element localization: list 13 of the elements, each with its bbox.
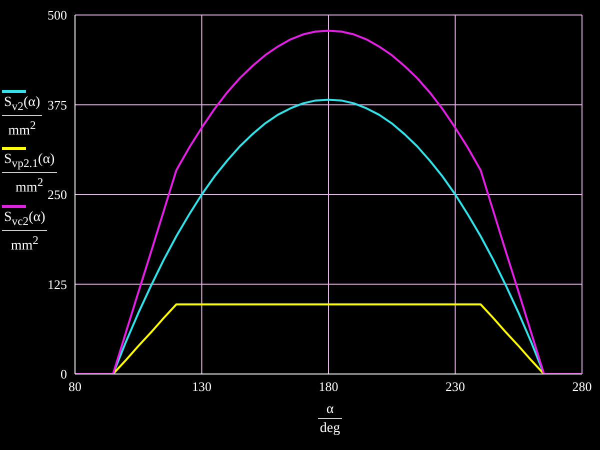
x-tick-label: 180	[318, 379, 338, 394]
y-tick-label: 500	[48, 8, 67, 23]
x-tick-label: 230	[446, 379, 465, 394]
x-tick-label: 280	[572, 379, 592, 394]
x-axis-title: α deg	[320, 402, 340, 437]
y-tick-label: 375	[48, 97, 67, 112]
y-tick-label: 250	[48, 187, 67, 202]
x-tick-label: 130	[192, 379, 212, 394]
y-tick-label: 0	[60, 366, 67, 382]
y-tick-label: 125	[48, 276, 67, 292]
x-tick-label: 80	[68, 379, 82, 394]
legend-label: S$_{v2}$(α) mm$^{2}$	[4, 95, 40, 140]
legend-label: S$_{vc2}$(α) mm$^{2}$	[4, 210, 46, 254]
